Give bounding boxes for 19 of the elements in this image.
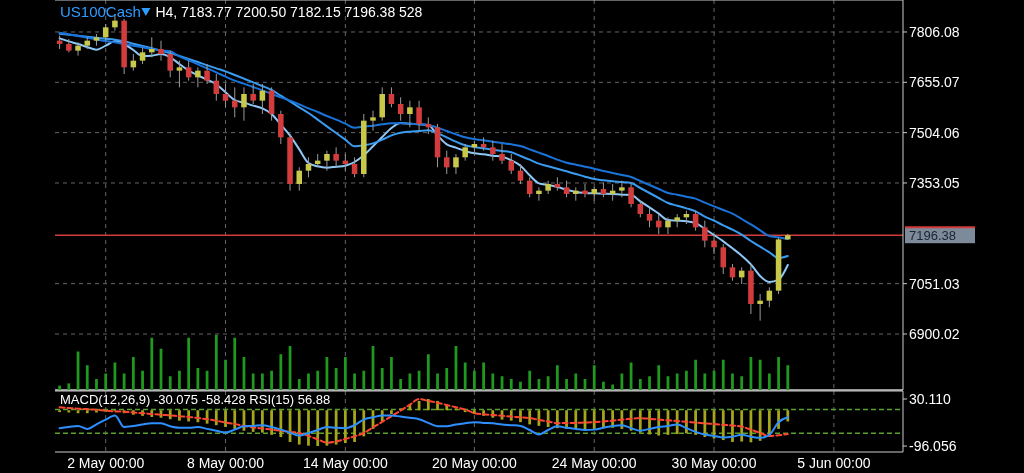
y-tick-label: 30.110 xyxy=(909,391,951,408)
y-tick-label: 7806.08 xyxy=(909,23,960,40)
y-tick-label: 7051.03 xyxy=(909,275,960,292)
chart-subtitle: H4, 7183.77 7200.50 7182.15 7196.38 528 xyxy=(155,4,423,20)
x-tick-label: 30 May 00:00 xyxy=(671,455,757,471)
chart-title: US100Cash xyxy=(60,3,141,20)
x-tick-label: 14 May 00:00 xyxy=(302,455,388,471)
x-tick-label: 5 Jun 00:00 xyxy=(797,455,871,471)
y-tick-label: 7504.06 xyxy=(909,124,960,141)
x-tick-label: 20 May 00:00 xyxy=(431,455,518,471)
y-tick-label: 7655.07 xyxy=(909,74,960,91)
x-tick-label: 8 May 00:00 xyxy=(186,455,265,471)
x-tick-label: 2 May 00:00 xyxy=(67,455,145,471)
x-tick-label: 24 May 00:00 xyxy=(551,455,637,471)
ref-line-label: 7196.38 xyxy=(909,228,956,244)
y-tick-label: 7353.05 xyxy=(909,174,960,191)
chart-title: MACD(12,26,9) -30.075 -58.428 RSI(15) 56.88 xyxy=(60,392,331,407)
y-tick-label: -96.056 xyxy=(909,438,957,455)
y-tick-label: 6900.02 xyxy=(909,325,960,342)
